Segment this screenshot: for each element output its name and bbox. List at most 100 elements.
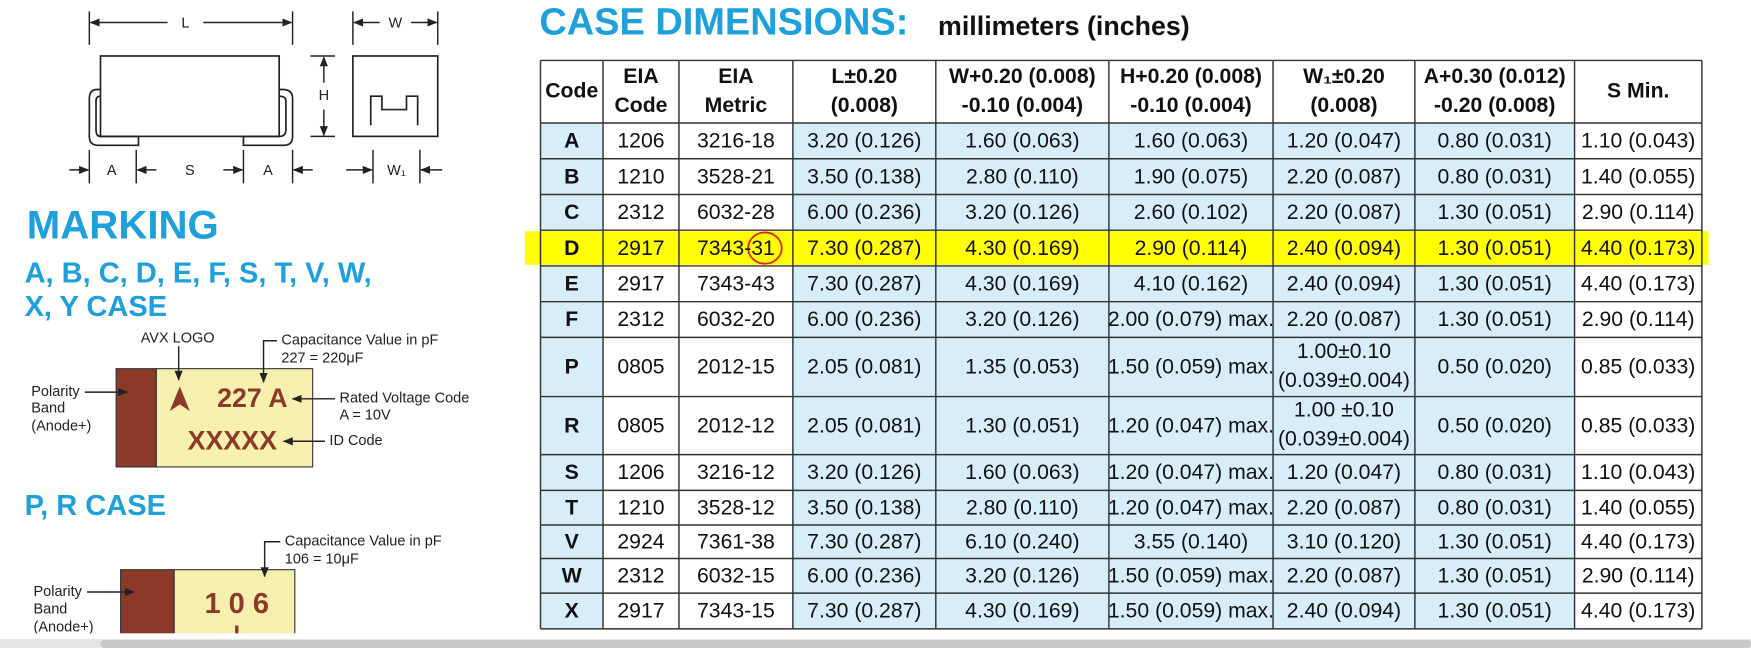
callout: A = 10V — [339, 407, 391, 423]
table-cell: 1.30 (0.051) — [1438, 530, 1552, 553]
table-cell: 2.20 (0.087) — [1287, 565, 1401, 588]
cell-shade — [1273, 122, 1415, 159]
table-cell: 7343-31 — [697, 237, 775, 260]
dimension-drawing: L W H A S A W₁ — [69, 11, 443, 184]
capacitor-body — [155, 368, 314, 468]
cell-shade — [792, 158, 936, 195]
cell-shade — [1108, 301, 1274, 338]
cell-shade — [1414, 194, 1575, 231]
table-cell: 2917 — [617, 273, 664, 296]
table-cell: 2.90 (0.114) — [1582, 201, 1695, 224]
table-cell: 0.80 (0.031) — [1438, 165, 1552, 188]
table-cell: 6032-15 — [697, 565, 775, 588]
row-code: D — [564, 237, 579, 260]
header-cell: W₁±0.20 — [1303, 65, 1385, 88]
cell-shade — [1414, 490, 1575, 526]
table-cell: 1.50 (0.059) max. — [1108, 565, 1274, 588]
cell-shade — [935, 454, 1109, 491]
callout: Band — [31, 401, 65, 417]
table-cell: 7343-43 — [697, 273, 775, 296]
cell-shade — [1414, 593, 1575, 629]
cell-shade — [935, 337, 1109, 397]
table-cell: 1.50 (0.059) max. — [1108, 356, 1274, 379]
cell-shade — [935, 122, 1109, 159]
table-cell: 6032-20 — [697, 308, 775, 331]
dim-label: S — [185, 163, 195, 179]
table-cell: 1206 — [617, 130, 664, 153]
cell-shade — [540, 122, 604, 159]
cell-shade — [540, 593, 604, 629]
callout: ID Code — [329, 433, 382, 449]
table-cell: 7343-15 — [697, 600, 775, 623]
table-cell: (0.039±0.004) — [1278, 428, 1410, 451]
cell-shade — [792, 593, 936, 629]
callout: (Anode+) — [34, 620, 94, 636]
row-code: C — [564, 201, 579, 224]
cell-shade — [935, 490, 1109, 526]
callout: Rated Voltage Code — [339, 391, 469, 407]
table-cell: 3528-21 — [697, 165, 775, 188]
cell-shade — [935, 194, 1109, 231]
table-cell: 1.20 (0.047) max. — [1108, 496, 1274, 519]
cell-shade — [792, 525, 936, 559]
table-cell: 3.10 (0.120) — [1287, 530, 1401, 553]
table-cell: 1.30 (0.051) — [1438, 565, 1552, 588]
table-cell: 6.00 (0.236) — [807, 308, 921, 331]
body-side — [99, 55, 281, 138]
cell-backgrounds — [524, 122, 1709, 629]
pr-case-section: P, R CASE 1 0 6 Capacitance Value in pF … — [25, 490, 442, 648]
cell-shade — [1108, 525, 1274, 559]
table-cell: 3216-12 — [697, 461, 775, 484]
terminal — [242, 88, 294, 147]
cell-shade — [1108, 558, 1274, 594]
table-cell: 2.90 (0.114) — [1135, 237, 1248, 260]
table-cell: 7361-38 — [697, 530, 775, 553]
row-code: S — [565, 461, 579, 484]
cell-shade — [1273, 194, 1415, 231]
cell-shade — [1108, 158, 1274, 195]
table-cell: 3.50 (0.138) — [807, 496, 921, 519]
table-cell: 2.90 (0.114) — [1582, 308, 1695, 331]
cell-shade — [935, 525, 1109, 559]
cell-shade — [792, 265, 936, 302]
body-end — [352, 55, 439, 138]
cell-shade — [1108, 122, 1274, 159]
cell-shade — [935, 301, 1109, 338]
terminal — [88, 88, 140, 147]
cell-shade — [1414, 337, 1575, 397]
cell-shade — [935, 558, 1109, 594]
table-cell: 1.60 (0.063) — [1134, 130, 1248, 153]
table-cell: 4.40 (0.173) — [1581, 237, 1695, 260]
cell-shade — [1273, 490, 1415, 526]
table-cell: 7.30 (0.287) — [807, 237, 921, 260]
table-cell: 3.20 (0.126) — [807, 130, 921, 153]
cell-shade — [1273, 337, 1415, 397]
table-cell: 2312 — [617, 565, 664, 588]
row-code: F — [565, 308, 578, 331]
cell-shade — [1414, 558, 1575, 594]
table-cell: 1.10 (0.043) — [1581, 461, 1695, 484]
table-cell: 3.20 (0.126) — [807, 461, 921, 484]
arrow — [259, 340, 277, 384]
cell-shade — [1108, 490, 1274, 526]
arrow — [260, 541, 281, 578]
table-cell: 2.05 (0.081) — [807, 356, 921, 379]
header-cell: L±0.20 — [831, 65, 897, 88]
section-subtitle: X, Y CASE — [25, 291, 167, 323]
cell-shade — [540, 337, 604, 397]
table-title: CASE DIMENSIONS: — [539, 2, 908, 44]
table-cell: 1.35 (0.053) — [965, 356, 1079, 379]
row-code: T — [565, 496, 578, 519]
table-cell: 1.30 (0.051) — [1438, 600, 1552, 623]
cell-shade — [935, 265, 1109, 302]
section-title: P, R CASE — [25, 490, 166, 522]
table-cell: 0.50 (0.020) — [1438, 414, 1552, 437]
cell-shade — [792, 396, 936, 455]
dim-label: H — [319, 88, 329, 104]
table-cell: 2.20 (0.087) — [1287, 201, 1401, 224]
table-cell: 2312 — [617, 201, 664, 224]
header-cell: (0.008) — [831, 94, 898, 117]
table-cell: 3.20 (0.126) — [965, 308, 1079, 331]
table-cell: 4.40 (0.173) — [1581, 273, 1695, 296]
